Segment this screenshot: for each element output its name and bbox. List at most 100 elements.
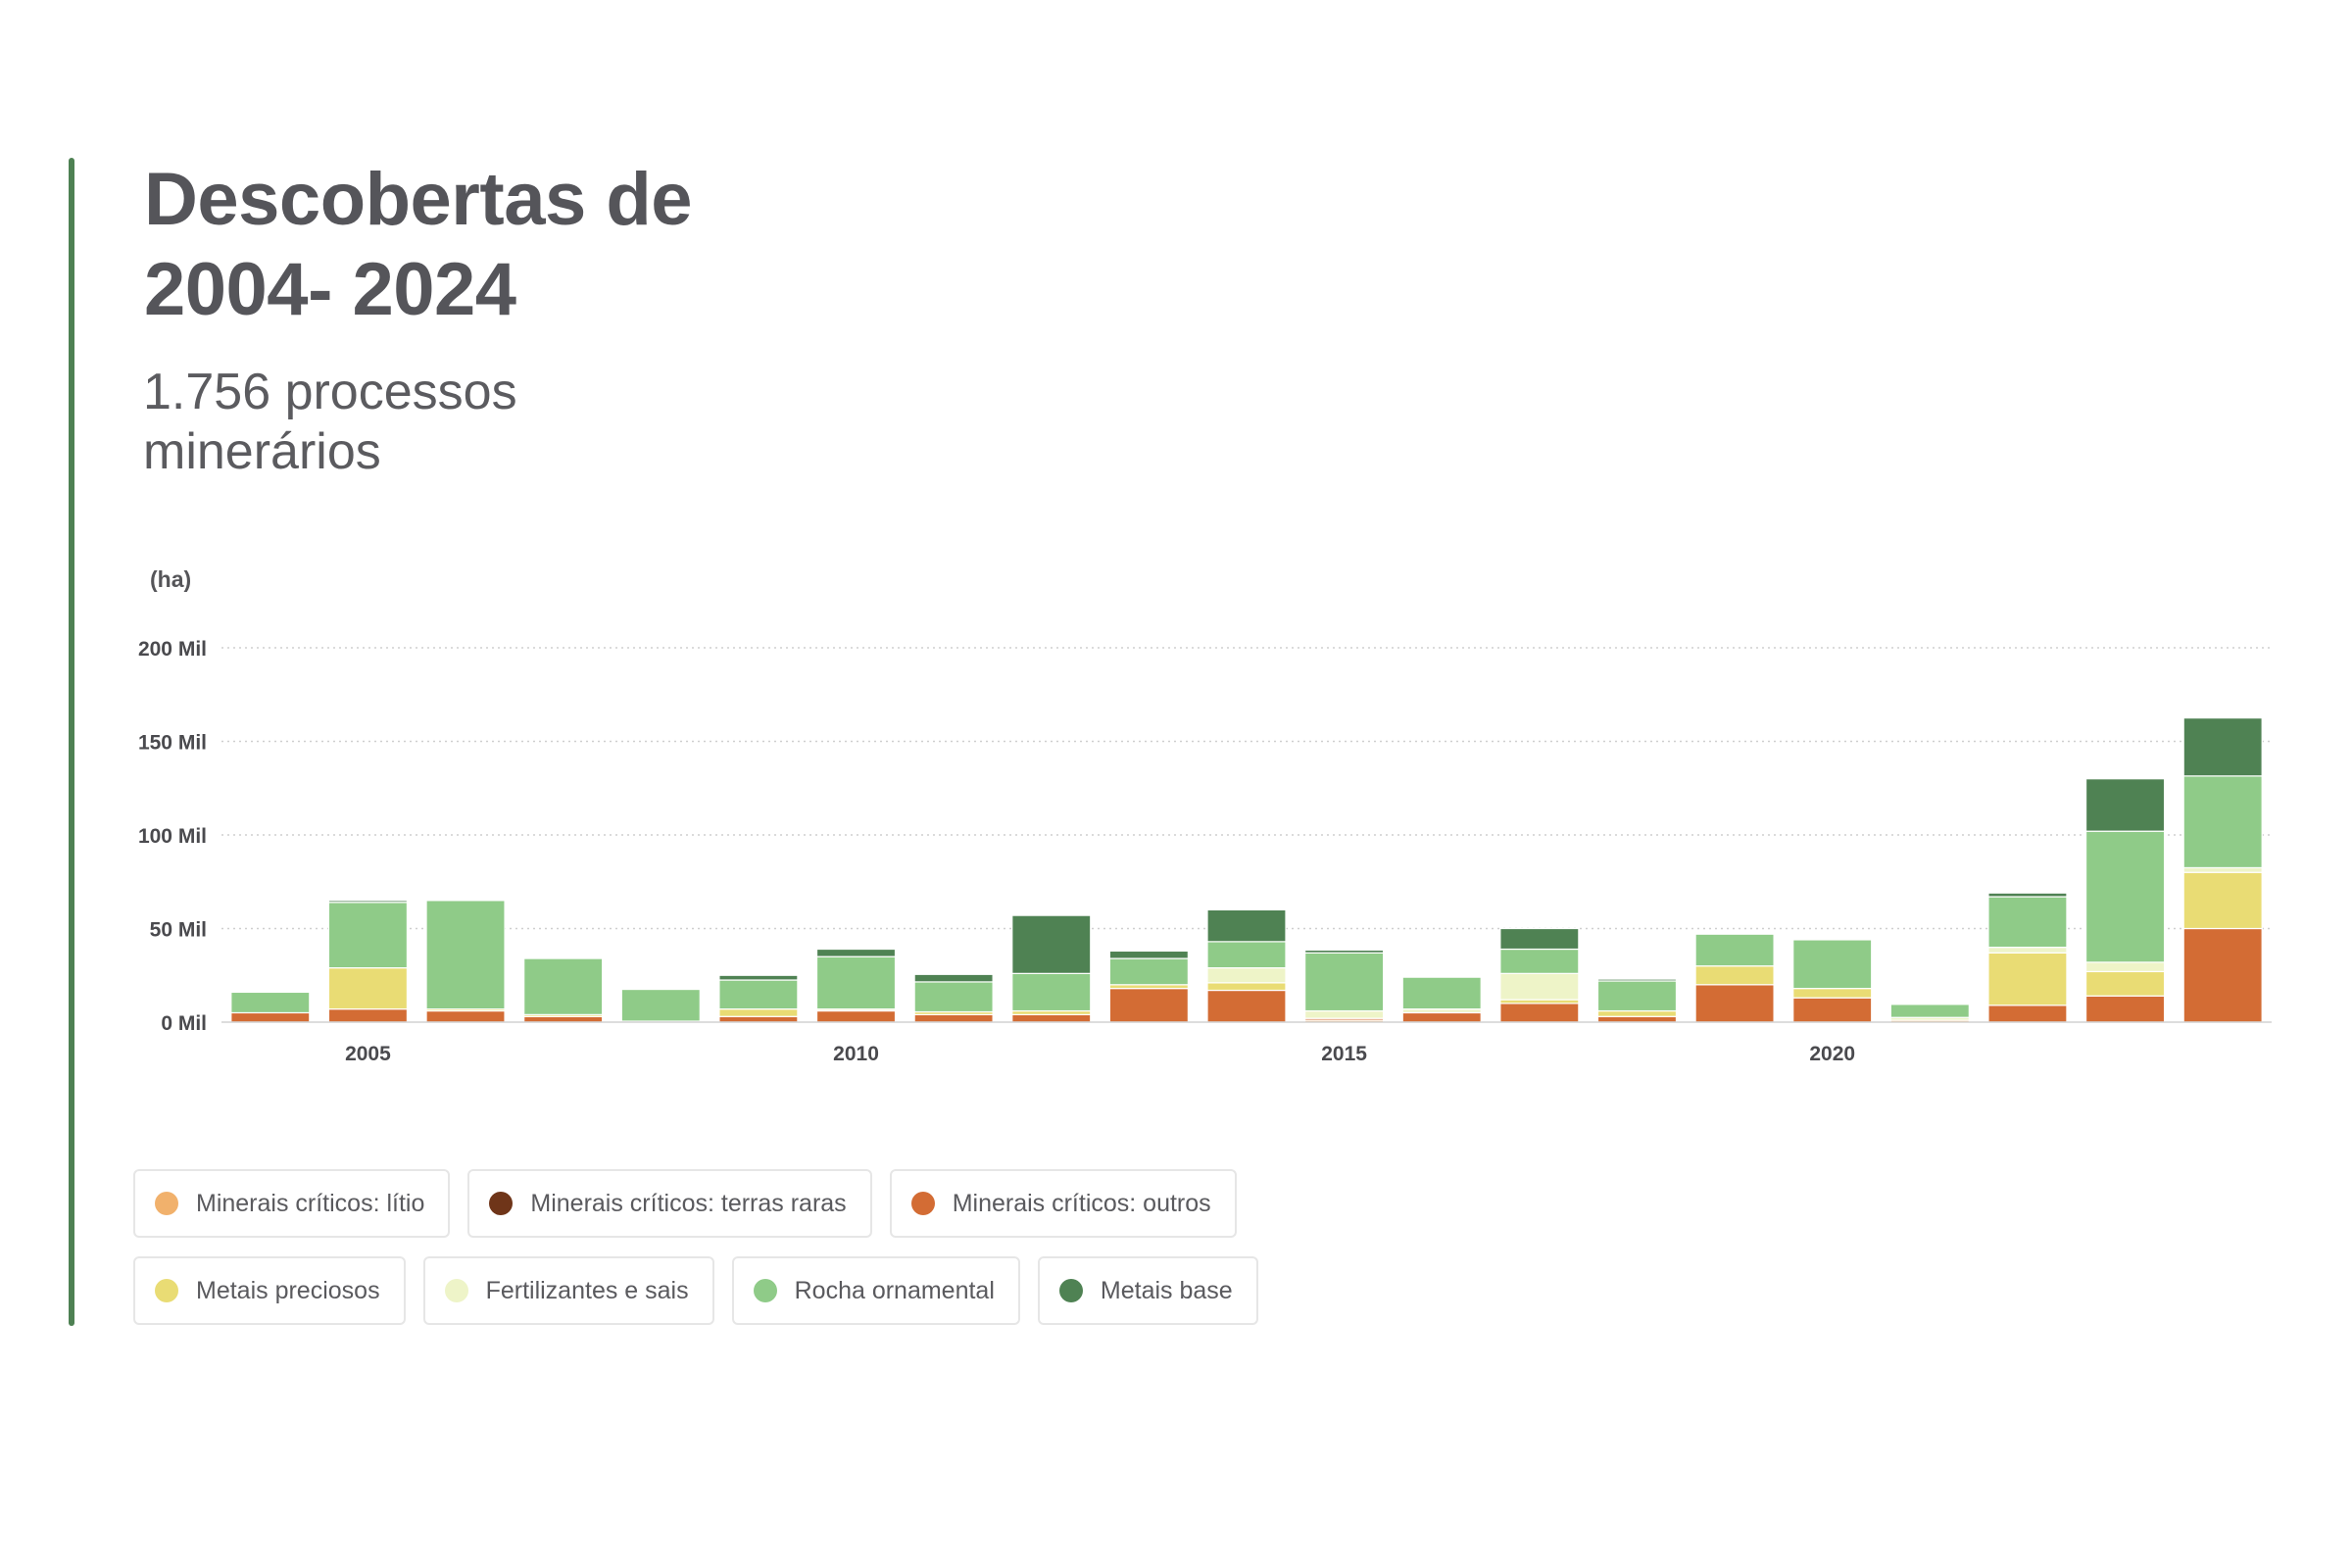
bar-segment-2009-metais-preciosos: [718, 1008, 799, 1017]
legend-label: Minerais críticos: terras raras: [530, 1189, 847, 1217]
legend-dot-icon: [155, 1279, 178, 1302]
bar-segment-2018-metais-preciosos: [1596, 1009, 1678, 1017]
y-tick-label: 50 Mil: [150, 919, 207, 942]
bar-segment-2023-metais-base: [2084, 778, 2166, 832]
x-tick-label: 2005: [345, 1043, 391, 1065]
bar-segment-2018-metais-base: [1596, 978, 1678, 982]
bar-segment-2015-metais-base: [1304, 949, 1385, 954]
bar-segment-2022-metais-base: [1987, 892, 2068, 898]
bar-segment-2024-metais-preciosos: [2182, 871, 2263, 930]
bar-segment-2024-metais-base: [2182, 717, 2263, 777]
bar-segment-2013-rocha-ornamental: [1108, 957, 1189, 986]
legend-label: Metais base: [1100, 1276, 1233, 1304]
bar-segment-2022-metais-preciosos: [1987, 952, 2068, 1006]
legend-item-metais-preciosos[interactable]: Metais preciosos: [133, 1256, 406, 1325]
legend-item-metais-base[interactable]: Metais base: [1037, 1256, 1258, 1325]
legend-item-minerais-criticos-litio[interactable]: Minerais críticos: lítio: [133, 1169, 451, 1238]
bar-segment-2016-rocha-ornamental: [1401, 976, 1482, 1010]
bar-segment-2012-metais-base: [1011, 914, 1092, 974]
bar-segment-2006-rocha-ornamental: [425, 900, 506, 1010]
bar-segment-2023-minerais-criticos-outros: [2084, 995, 2166, 1023]
bar-segment-2019-rocha-ornamental: [1694, 933, 1775, 967]
legend-item-minerais-criticos-outros[interactable]: Minerais críticos: outros: [889, 1169, 1237, 1238]
bar-segment-2017-fertilizantes-e-sais: [1499, 972, 1580, 1001]
bar-segment-2015-rocha-ornamental: [1304, 952, 1385, 1012]
bar-segment-2006-minerais-criticos-outros: [425, 1009, 506, 1023]
bar-segment-2019-metais-preciosos: [1694, 965, 1775, 986]
bar-segment-2020-metais-preciosos: [1792, 988, 1873, 999]
bar-segment-2013-metais-base: [1108, 950, 1189, 959]
legend-item-minerais-criticos-terras-raras[interactable]: Minerais críticos: terras raras: [467, 1169, 872, 1238]
bar-segment-2007-rocha-ornamental: [523, 957, 604, 1015]
bar-segment-2009-metais-base: [718, 974, 799, 981]
bar-segment-2011-minerais-criticos-outros: [913, 1013, 994, 1023]
bar-segment-2017-minerais-criticos-outros: [1499, 1003, 1580, 1023]
legend-item-fertilizantes-e-sais[interactable]: Fertilizantes e sais: [422, 1256, 714, 1325]
bar-segment-2017-rocha-ornamental: [1499, 948, 1580, 974]
legend-dot-icon: [910, 1192, 935, 1215]
x-tick-label: 2015: [1321, 1043, 1367, 1065]
bar-segment-2004-rocha-ornamental: [230, 991, 311, 1014]
bar-segment-2011-rocha-ornamental: [913, 981, 994, 1013]
bar-segment-2013-minerais-criticos-outros: [1108, 988, 1189, 1023]
bar-segment-2020-minerais-criticos-outros: [1792, 997, 1873, 1023]
legend-row-1: Minerais críticos: lítio Minerais crític…: [133, 1169, 1258, 1238]
bar-segment-2014-metais-base: [1206, 908, 1287, 943]
bar-segment-2014-metais-preciosos: [1206, 982, 1287, 992]
legend-label: Fertilizantes e sais: [485, 1276, 689, 1304]
legend: Minerais críticos: lítio Minerais crític…: [133, 1169, 1258, 1325]
legend-label: Minerais críticos: lítio: [196, 1189, 425, 1217]
bar-segment-2017-metais-base: [1499, 927, 1580, 951]
legend-label: Rocha ornamental: [794, 1276, 995, 1304]
y-tick-label: 100 Mil: [138, 825, 207, 848]
x-tick-label: 2010: [833, 1043, 879, 1065]
bar-segment-2023-metais-preciosos: [2084, 970, 2166, 997]
bar-segment-2016-minerais-criticos-outros: [1401, 1011, 1482, 1023]
bar-segment-2023-rocha-ornamental: [2084, 830, 2166, 963]
bar-segment-2004-minerais-criticos-outros: [230, 1011, 311, 1023]
legend-dot-icon: [155, 1192, 178, 1215]
stacked-bar-chart: 0 Mil 50 Mil 100 Mil 150 Mil 200 Mil 2005 2010…: [138, 638, 2272, 1065]
legend-dot-icon: [444, 1279, 468, 1302]
bar-segment-2018-minerais-criticos-outros: [1596, 1015, 1678, 1023]
bar-segment-2009-minerais-criticos-outros: [718, 1015, 799, 1023]
bar-segment-2014-rocha-ornamental: [1206, 941, 1287, 969]
y-tick-label: 0 Mil: [161, 1012, 207, 1035]
legend-item-rocha-ornamental[interactable]: Rocha ornamental: [731, 1256, 1020, 1325]
chart-title: Descobertas de 2004- 2024: [144, 158, 693, 331]
bar-segment-2005-minerais-criticos-outros: [327, 1008, 409, 1023]
bar-segment-2012-minerais-criticos-outros: [1011, 1013, 1092, 1023]
bar-segment-2022-fertilizantes-e-sais: [1987, 947, 2068, 954]
bar-segment-2022-minerais-criticos-outros: [1987, 1004, 2068, 1023]
bar-segment-2010-metais-base: [815, 948, 897, 957]
bar-segment-2023-fertilizantes-e-sais: [2084, 961, 2166, 973]
legend-dot-icon: [753, 1279, 777, 1302]
bar-segment-2015-fertilizantes-e-sais: [1304, 1009, 1385, 1019]
bar-segment-2014-minerais-criticos-outros: [1206, 989, 1287, 1023]
bar-segment-2024-minerais-criticos-outros: [2182, 927, 2263, 1023]
bar-segment-2019-minerais-criticos-outros: [1694, 984, 1775, 1023]
bar-segment-2022-rocha-ornamental: [1987, 896, 2068, 949]
bar-segment-2005-rocha-ornamental: [327, 902, 409, 969]
y-tick-label: 200 Mil: [138, 638, 207, 661]
bar-segment-2009-rocha-ornamental: [718, 979, 799, 1010]
bar-segment-2024-fertilizantes-e-sais: [2182, 866, 2263, 873]
accent-bar: [69, 158, 74, 1326]
legend-dot-icon: [1058, 1279, 1083, 1302]
bar-segment-2010-minerais-criticos-outros: [815, 1009, 897, 1023]
bar-segment-2007-minerais-criticos-outros: [523, 1015, 604, 1023]
legend-dot-icon: [489, 1192, 514, 1215]
bar-segment-2018-rocha-ornamental: [1596, 980, 1678, 1012]
legend-label: Metais preciosos: [196, 1276, 380, 1304]
legend-label: Minerais críticos: outros: [952, 1189, 1211, 1217]
chart-subtitle: 1.756 processos minerários: [143, 364, 517, 480]
y-tick-label: 150 Mil: [138, 732, 207, 755]
bar-segment-2008-rocha-ornamental: [620, 988, 701, 1022]
y-axis-unit-label: (ha): [150, 566, 192, 592]
bar-segment-2011-metais-base: [913, 973, 994, 983]
bar-segment-2014-fertilizantes-e-sais: [1206, 967, 1287, 984]
x-tick-label: 2020: [1809, 1043, 1855, 1065]
bar-segment-2024-rocha-ornamental: [2182, 775, 2263, 869]
bar-segment-2012-rocha-ornamental: [1011, 972, 1092, 1012]
bar-segment-2021-rocha-ornamental: [1889, 1004, 1970, 1018]
